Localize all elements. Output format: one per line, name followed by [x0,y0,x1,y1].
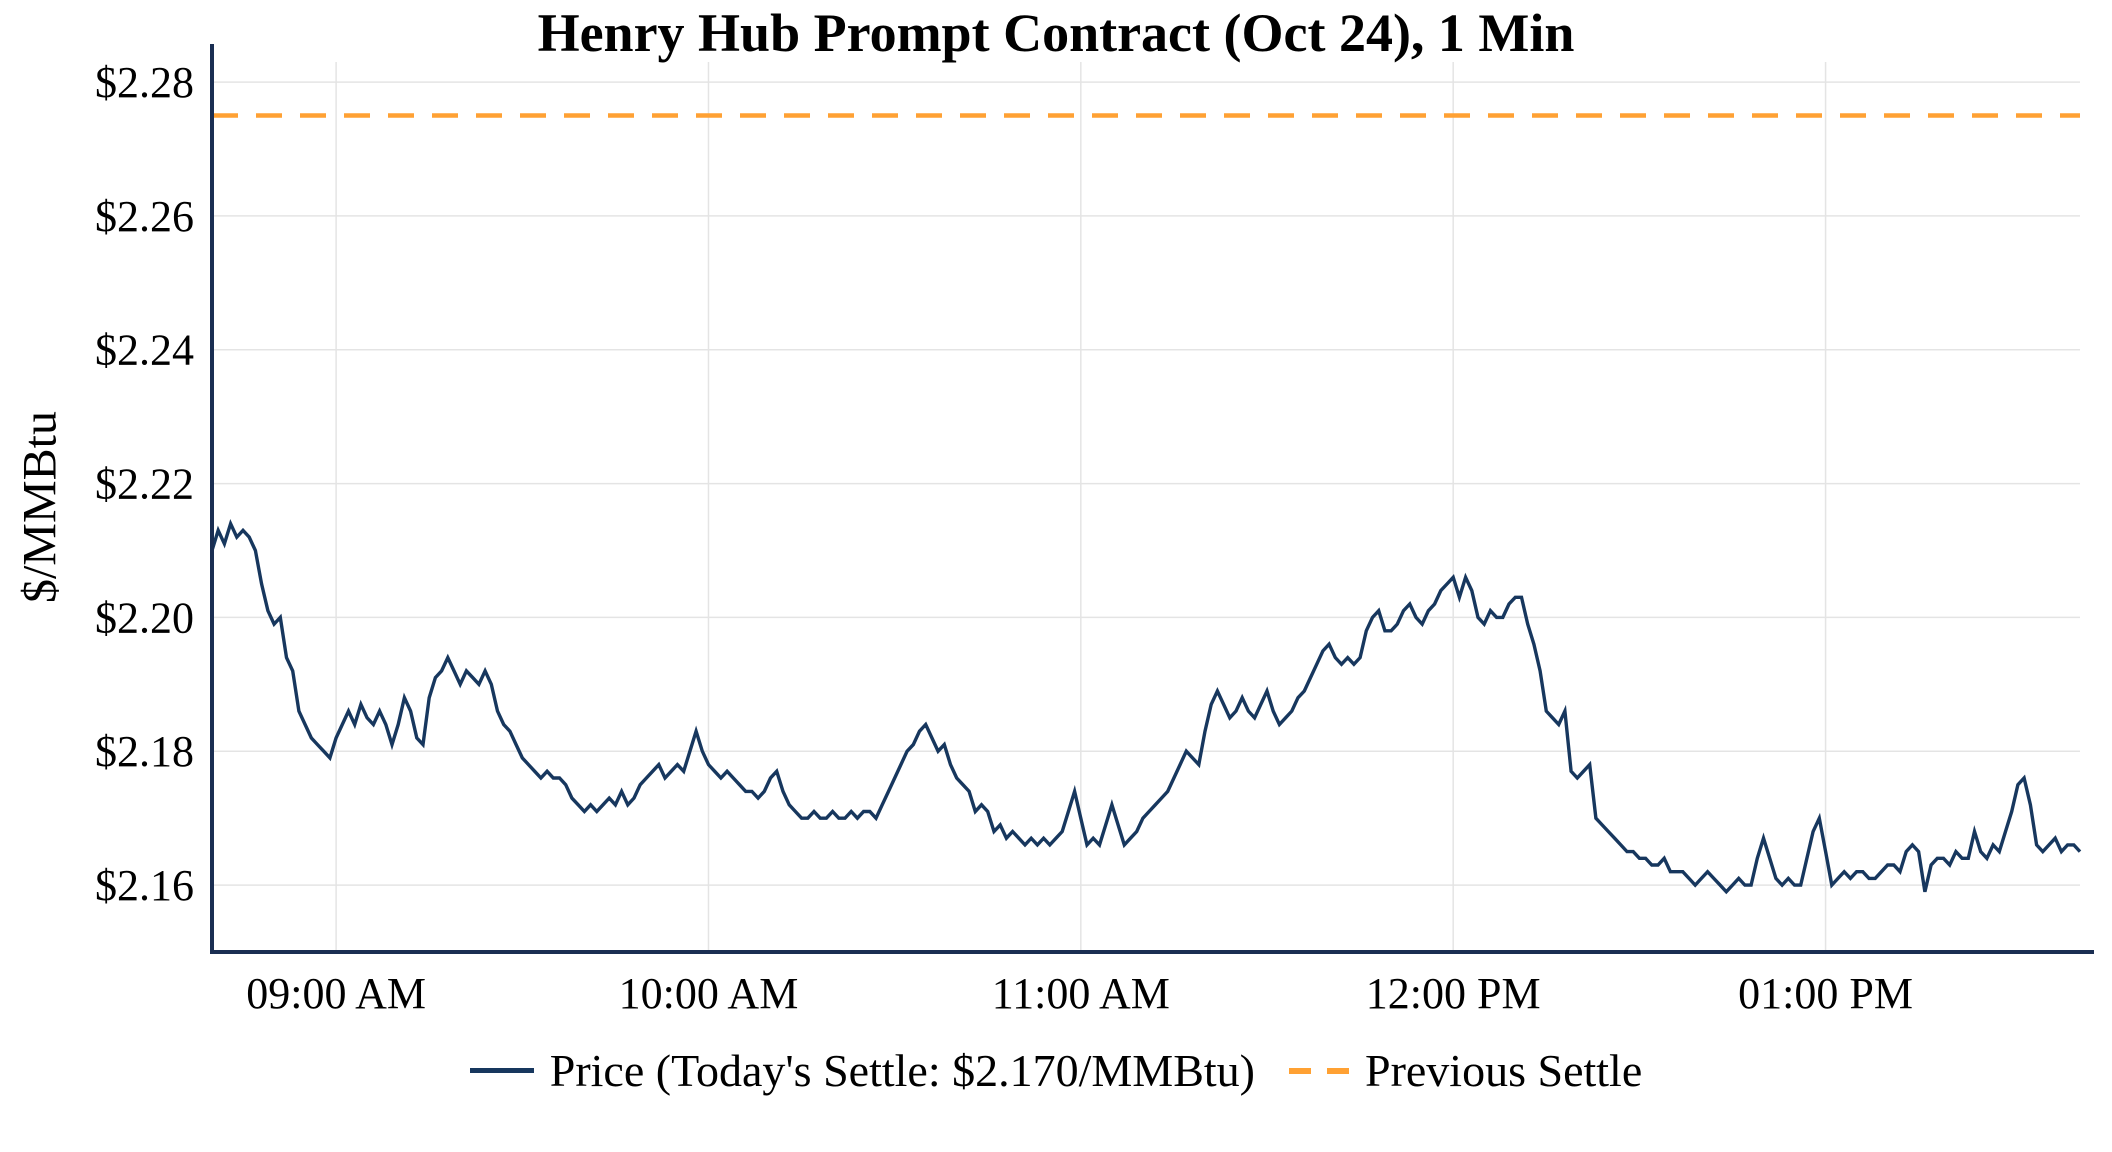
legend-item-price: Price (Today's Settle: $2.170/MMBtu) [469,1044,1255,1097]
y-tick-label: $2.22 [95,460,194,509]
legend: Price (Today's Settle: $2.170/MMBtu) Pre… [0,1044,2112,1097]
y-tick-label: $2.20 [95,593,194,642]
previous-settle-swatch-icon [1288,1067,1349,1074]
x-tick-label: 10:00 AM [619,969,799,1018]
chart-title: Henry Hub Prompt Contract (Oct 24), 1 Mi… [537,3,1575,63]
x-tick-label: 09:00 AM [246,969,426,1018]
y-tick-label: $2.18 [95,727,194,776]
y-tick-label: $2.26 [95,192,194,241]
y-tick-label: $2.28 [95,58,194,107]
legend-label-previous-settle: Previous Settle [1364,1045,1643,1096]
x-tick-label: 12:00 PM [1366,969,1541,1018]
x-tick-label: 01:00 PM [1738,969,1913,1018]
price-line-swatch-icon [469,1068,534,1073]
legend-label-price: Price (Today's Settle: $2.170/MMBtu) [549,1045,1255,1096]
y-tick-label: $2.24 [95,326,194,375]
price-line [210,518,2082,895]
x-tick-label: 11:00 AM [992,969,1170,1018]
legend-item-previous-settle: Previous Settle [1288,1044,1643,1097]
y-tick-label: $2.16 [95,861,194,910]
